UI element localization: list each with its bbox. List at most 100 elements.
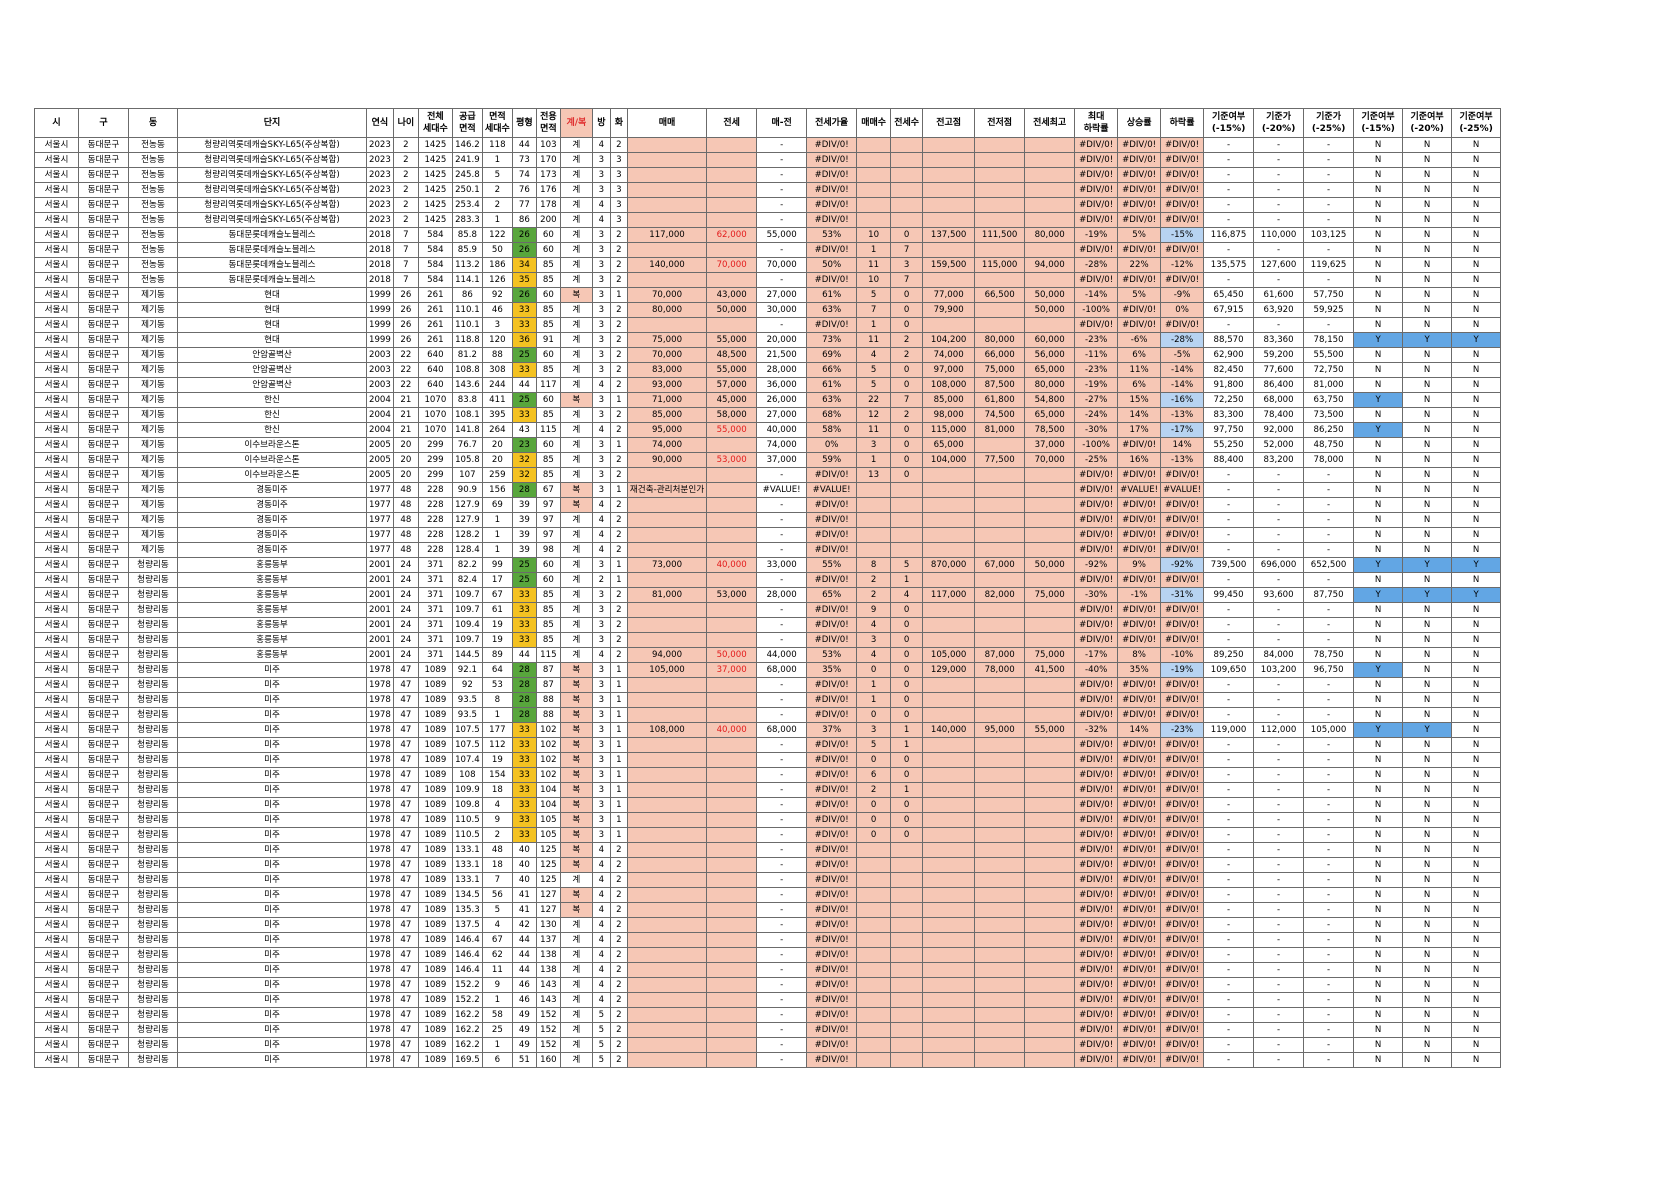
table-cell — [922, 272, 976, 288]
table-cell: 112,000 — [1253, 722, 1305, 738]
table-cell: #DIV/0! — [806, 707, 858, 723]
table-cell: - — [1203, 797, 1255, 813]
table-cell: 청량리역롯데캐슬SKY-L65(주상복합) — [177, 137, 367, 153]
table-cell: 82.4 — [451, 572, 483, 588]
table-cell: 4 — [591, 377, 611, 393]
table-cell: - — [1203, 812, 1255, 828]
table-cell: #DIV/0! — [1117, 932, 1162, 948]
table-cell: 47 — [392, 842, 419, 858]
table-cell — [890, 932, 924, 948]
table-cell: 0 — [890, 662, 924, 678]
table-cell: N — [1402, 182, 1453, 198]
table-cell: 미주 — [177, 677, 367, 693]
table-cell: 0 — [890, 767, 924, 783]
table-cell: - — [1253, 782, 1305, 798]
table-cell — [626, 1007, 708, 1023]
table-cell: 41 — [511, 902, 537, 918]
table-cell: 1 — [481, 1037, 513, 1053]
table-cell: 동대문구 — [78, 497, 129, 513]
table-cell: #DIV/0! — [1117, 947, 1162, 963]
table-cell — [1024, 527, 1076, 543]
table-cell: 112 — [481, 737, 513, 753]
table-cell: 89 — [481, 647, 513, 663]
table-cell: #VALUE! — [756, 482, 808, 498]
table-cell: 1978 — [366, 917, 394, 933]
table-cell: #DIV/0! — [1074, 737, 1119, 753]
table-cell: 61% — [806, 377, 858, 393]
table-cell: - — [1303, 827, 1355, 843]
table-cell: 55% — [806, 557, 858, 573]
table-cell — [856, 872, 892, 888]
table-cell: 52,000 — [1253, 437, 1305, 453]
table-cell — [856, 182, 892, 198]
table-cell: 동대문구 — [78, 377, 129, 393]
table-row: 서울시 동대문구 제기동 경동미주 1977 48 228 128.4 1 39 98 계 4 2- #DI… — [34, 542, 1502, 558]
table-row: 서울시 동대문구 청량리동 미주 1978 47 1089 133.1 7 40 125 계 4 2- #D… — [34, 872, 1502, 888]
table-cell: 1089 — [417, 722, 453, 738]
table-cell: 2 — [609, 497, 628, 513]
table-cell: #DIV/0! — [806, 182, 858, 198]
table-cell: -16% — [1160, 392, 1205, 408]
table-cell — [706, 527, 758, 543]
table-cell: 동대문구 — [78, 362, 129, 378]
table-cell: #DIV/0! — [1074, 572, 1119, 588]
table-cell: 22% — [1117, 257, 1162, 273]
table-cell: N — [1353, 617, 1404, 633]
table-cell: 88,400 — [1203, 452, 1255, 468]
table-cell: 동대문구 — [78, 512, 129, 528]
table-cell: N — [1402, 902, 1453, 918]
table-cell — [706, 512, 758, 528]
table-cell: - — [1303, 137, 1355, 153]
table-cell: - — [1303, 632, 1355, 648]
table-cell: 85,000 — [922, 392, 976, 408]
table-cell: 서울시 — [34, 1022, 79, 1038]
table-cell: 104 — [535, 797, 561, 813]
table-cell: 160 — [535, 1052, 561, 1068]
table-cell: N — [1451, 1022, 1502, 1038]
table-cell — [706, 272, 758, 288]
table-cell: 84,000 — [1253, 647, 1305, 663]
table-cell: -14% — [1160, 362, 1205, 378]
table-cell: Y — [1353, 722, 1404, 738]
table-cell: 21 — [392, 422, 419, 438]
table-cell: - — [1203, 1022, 1255, 1038]
table-cell: 서울시 — [34, 1052, 79, 1068]
table-cell: #DIV/0! — [1117, 992, 1162, 1008]
table-cell: 55,000 — [756, 227, 808, 243]
table-cell — [922, 152, 976, 168]
table-cell: 청량리동 — [128, 932, 178, 948]
table-cell: 서울시 — [34, 482, 79, 498]
table-cell: - — [1203, 857, 1255, 873]
table-cell: 117 — [535, 377, 561, 393]
table-cell: - — [1303, 572, 1355, 588]
table-cell: 동대문구 — [78, 797, 129, 813]
table-cell: 0 — [890, 452, 924, 468]
table-cell — [890, 1007, 924, 1023]
table-cell — [922, 947, 976, 963]
table-cell — [626, 617, 708, 633]
table-cell: N — [1451, 572, 1502, 588]
table-row: 서울시 동대문구 청량리동 미주 1978 47 1089 137.5 4 42 130 계 4 2- #D… — [34, 917, 1502, 933]
column-header: 공급 면적 — [451, 108, 483, 138]
table-cell: 1089 — [417, 767, 453, 783]
table-cell — [856, 917, 892, 933]
table-cell: 동대문구 — [78, 962, 129, 978]
table-cell: 서울시 — [34, 992, 79, 1008]
table-cell: #DIV/0! — [1160, 497, 1205, 513]
table-cell: 126 — [481, 272, 513, 288]
table-cell — [1024, 167, 1076, 183]
table-cell: Y — [1353, 662, 1404, 678]
table-cell: N — [1451, 767, 1502, 783]
table-cell — [706, 797, 758, 813]
table-cell — [706, 572, 758, 588]
table-row: 서울시 동대문구 전농동 동대문롯데캐슬노블레스 2018 7 584 114.1 126 35 8… — [34, 272, 1502, 288]
table-cell: 계 — [559, 302, 593, 318]
table-cell: N — [1353, 182, 1404, 198]
table-cell: 동대문구 — [78, 1037, 129, 1053]
table-cell: 5 — [481, 167, 513, 183]
table-cell: 24 — [392, 587, 419, 603]
table-cell: N — [1402, 677, 1453, 693]
table-cell: 33 — [511, 362, 537, 378]
table-cell — [890, 212, 924, 228]
table-cell: 85 — [535, 407, 561, 423]
